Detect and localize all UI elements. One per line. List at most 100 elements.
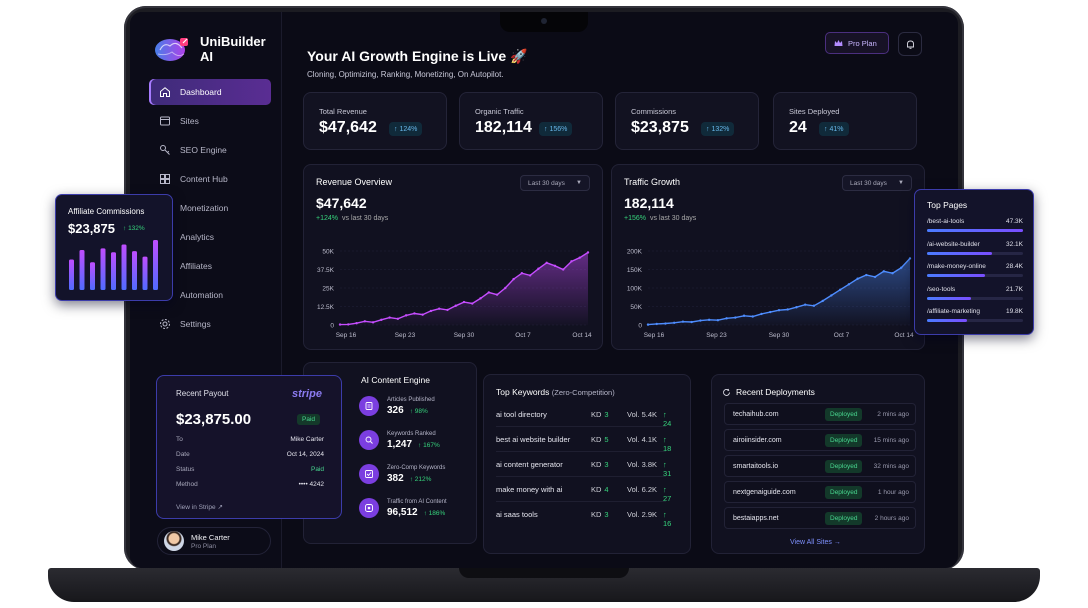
y-tick-label: 12.5K	[317, 304, 335, 311]
sidebar-item-sites[interactable]: Sites	[149, 108, 271, 134]
user-profile[interactable]: Mike Carter Pro Plan	[157, 527, 271, 555]
payout-row-date: Date Oct 14, 2024	[176, 451, 324, 458]
data-point	[446, 308, 449, 312]
engine-value: 1,247	[387, 438, 413, 450]
stripe-logo: stripe	[292, 388, 322, 400]
kd-label: KD	[591, 410, 602, 419]
stat-label: Sites Deployed	[789, 107, 840, 116]
top-page-row[interactable]: /ai-website-builder 32.1K	[927, 241, 1023, 263]
progress-fill	[927, 319, 968, 323]
data-point	[673, 321, 676, 324]
progress-fill	[927, 229, 1023, 232]
top-page-row[interactable]: /affiliate-marketing 19.8K	[927, 308, 1023, 330]
top-page-row[interactable]: /best-ai-tools 47.3K	[927, 218, 1023, 240]
stat-card-total-revenue[interactable]: Total Revenue $47,642 ↑ 124%	[303, 92, 447, 150]
logo[interactable]: UniBuilder AI	[152, 34, 281, 64]
revenue-range-dropdown[interactable]: Last 30 days ▼	[520, 175, 590, 191]
engine-row[interactable]: Articles Published 326 ↑ 98%	[359, 391, 435, 421]
data-point	[707, 318, 711, 322]
stat-card-commissions[interactable]: Commissions $23,875 ↑ 132%	[615, 92, 759, 150]
chart-delta-note: vs last 30 days	[650, 215, 697, 222]
deployment-row[interactable]: nextgenaiguide.com Deployed 1 hour ago	[724, 481, 916, 503]
sidebar-item-content-hub[interactable]: Content Hub	[149, 166, 271, 192]
chart-title: Revenue Overview	[316, 177, 393, 187]
keyword-row[interactable]: make money with ai KD 4 Vol. 6.2K ↑ 27	[496, 477, 671, 503]
sidebar-item-seo-engine[interactable]: SEO Engine	[149, 137, 271, 163]
deployment-site: airoiinsider.com	[733, 437, 782, 444]
notification-button[interactable]	[898, 32, 922, 56]
status-badge: Paid	[297, 414, 321, 425]
deployment-time: 15 mins ago	[873, 437, 909, 444]
data-point	[830, 294, 833, 297]
deployment-row[interactable]: smartaitools.io Deployed 32 mins ago	[724, 455, 916, 477]
top-page-row[interactable]: /seo-tools 21.7K	[927, 286, 1023, 308]
data-point	[751, 315, 754, 318]
keyword-row[interactable]: ai tool directory KD 3 Vol. 5.4K ↑ 24	[496, 402, 671, 428]
keyword-row[interactable]: ai content generator KD 3 Vol. 3.8K ↑ 31	[496, 452, 671, 478]
data-point	[578, 256, 581, 259]
deployment-row[interactable]: airoiinsider.com Deployed 15 mins ago	[724, 429, 916, 451]
payout-row-to: To Mike Carter	[176, 436, 324, 443]
y-tick-label: 25K	[322, 286, 334, 293]
arrow-right-icon: →	[833, 539, 841, 546]
sidebar-item-label: Analytics	[180, 232, 215, 242]
refresh-icon	[723, 388, 730, 396]
top-pages-card[interactable]: Top Pages /best-ai-tools 47.3K/ai-website…	[914, 189, 1034, 335]
x-tick-label: Sep 16	[644, 332, 665, 339]
sidebar-item-dashboard[interactable]: Dashboard	[149, 79, 271, 105]
engine-delta-value: 167%	[423, 441, 440, 449]
panel-title-text: Top Keywords	[496, 387, 550, 397]
keyword-delta-value: 31	[663, 469, 672, 478]
y-tick-label: 50K	[630, 304, 642, 311]
stat-delta: 132%	[711, 125, 730, 133]
stat-delta: 124%	[399, 125, 418, 133]
page-path: /seo-tools	[927, 285, 956, 293]
data-point	[537, 267, 540, 270]
traffic-range-dropdown[interactable]: Last 30 days ▼	[842, 175, 912, 191]
keyword-kd: KD 3	[591, 410, 609, 419]
data-point	[873, 275, 877, 279]
engine-row[interactable]: Keywords Ranked 1,247 ↑ 167%	[359, 425, 440, 455]
keyword-row[interactable]: ai saas tools KD 3 Vol. 2.9K ↑ 16	[496, 502, 671, 528]
engine-row[interactable]: Traffic from AI Content 96,512 ↑ 186%	[359, 493, 447, 523]
engine-row[interactable]: Zero-Comp Keywords 382 ↑ 212%	[359, 459, 445, 489]
stat-card-organic-traffic[interactable]: Organic Traffic 182,114 ↑ 156%	[459, 92, 603, 150]
page-views: 32.1K	[1006, 240, 1023, 248]
recent-deployments-panel: Recent Deployments techaihub.com Deployed…	[711, 374, 925, 554]
arrow-up-icon: ↑	[544, 125, 548, 133]
affiliate-bar-chart	[69, 240, 158, 290]
data-point	[891, 272, 894, 275]
sidebar-item-settings[interactable]: Settings	[149, 311, 271, 337]
view-in-stripe-link[interactable]: View in Stripe ↗	[176, 503, 223, 511]
data-point	[900, 266, 903, 269]
engine-value: 96,512	[387, 506, 418, 518]
deployment-row[interactable]: bestaiapps.net Deployed 2 hours ago	[724, 507, 916, 529]
camera-icon	[541, 18, 547, 24]
data-point	[371, 321, 375, 324]
keyword-delta-value: 18	[663, 444, 672, 453]
stat-card-sites-deployed[interactable]: Sites Deployed 24 ↑ 41%	[773, 92, 917, 150]
top-page-row[interactable]: /make-money-online 28.4K	[927, 263, 1023, 285]
deployment-site: techaihub.com	[733, 411, 779, 418]
deployment-time: 32 mins ago	[873, 463, 909, 470]
stat-delta: 156%	[549, 125, 568, 133]
x-tick-label: Oct 14	[572, 332, 592, 339]
pro-plan-button[interactable]: Pro Plan	[825, 32, 889, 54]
payout-row-label: Method	[176, 481, 198, 488]
arrow-up-icon: ↑	[824, 125, 828, 133]
affiliate-commissions-card[interactable]: Affiliate Commissions $23,875 ↑ 132%	[55, 194, 173, 301]
deployment-site: smartaitools.io	[733, 463, 779, 470]
y-tick-label: 200K	[627, 249, 643, 256]
status-badge: Deployed	[825, 434, 863, 447]
keyword-row[interactable]: best ai website builder KD 5 Vol. 4.1K ↑ 18	[496, 427, 671, 453]
recent-payout-card[interactable]: Recent Payout stripe $23,875.00 Paid To M…	[156, 375, 342, 519]
engine-delta: ↑ 167%	[418, 441, 440, 449]
stat-delta: 41%	[829, 125, 844, 133]
view-all-sites-link[interactable]: View All Sites →	[790, 539, 841, 546]
keyword-delta: ↑ 24	[663, 410, 672, 428]
keyword-volume: Vol. 3.8K	[627, 460, 658, 469]
sidebar-nav: Dashboard Sites SEO Engine Content Hub M…	[149, 79, 271, 340]
engine-label: Traffic from AI Content	[387, 498, 447, 505]
deployment-row[interactable]: techaihub.com Deployed 2 mins ago	[724, 403, 916, 425]
laptop-base-notch	[459, 568, 629, 578]
